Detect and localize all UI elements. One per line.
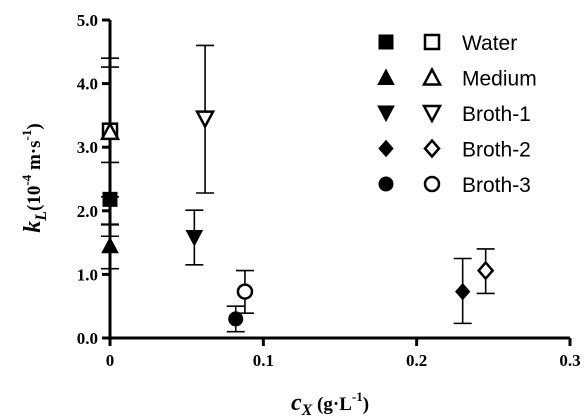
legend-medium-open-marker [421, 66, 443, 86]
data-markers [99, 110, 495, 327]
x-tick-label: 0 [106, 351, 115, 370]
legend-broth-1-filled-marker [377, 105, 395, 123]
legend-medium-filled-marker [377, 68, 395, 85]
water-filled-marker [102, 191, 118, 207]
x-tick-label: 0.1 [253, 351, 274, 370]
y-axis-unit-sup2: -1 [19, 130, 34, 141]
x-tick-label: 0.3 [559, 351, 580, 370]
x-axis-symbol: c [291, 390, 302, 416]
legend-broth-1-open-marker [421, 104, 443, 124]
legend-broth-2-open-marker [423, 138, 441, 159]
y-axis-title: kL(10-4 m·s-1) [19, 123, 50, 232]
legend-broth-3-label: Broth-3 [462, 174, 531, 197]
legend-broth-1-label: Broth-1 [462, 103, 531, 126]
broth-2-filled-marker [455, 282, 471, 301]
x-axis-unit-prefix: (g·L [312, 394, 352, 415]
x-axis-title: cX (g·L-1) [291, 389, 369, 419]
y-tick-label: 1.0 [77, 265, 98, 284]
y-tick-label: 2.0 [77, 202, 98, 221]
broth-3-filled-marker [228, 311, 244, 327]
y-tick-label: 5.0 [77, 11, 98, 30]
x-tick-label: 0.2 [406, 351, 427, 370]
y-axis-unit-sup1: -4 [19, 174, 34, 185]
medium-filled-marker [101, 236, 119, 254]
axes: 0.0 1.0 2.0 3.0 4.0 5.0 0 0.1 0.2 0.3 [77, 11, 581, 370]
broth-2-open-marker [477, 260, 495, 281]
y-axis-unit-prefix: (10 [24, 186, 45, 211]
y-axis-unit-mid: m·s [24, 140, 45, 174]
x-axis-unit-suffix: ) [363, 394, 369, 415]
y-tick-label: 0.0 [77, 329, 98, 348]
y-axis-unit-suffix: ) [24, 123, 45, 129]
legend-medium-label: Medium [462, 68, 537, 91]
legend-water-label: Water [462, 32, 517, 55]
x-axis-unit-sup: -1 [352, 389, 363, 404]
x-axis-subscript: X [301, 402, 313, 419]
legend: Water Medium Broth-1 Broth-2 Broth-3 [377, 32, 537, 197]
legend-broth-3-filled-marker [378, 176, 394, 192]
legend-broth-2-filled-marker [378, 139, 394, 158]
legend-water-filled-marker [378, 34, 394, 50]
broth-3-open-marker [236, 283, 254, 300]
legend-water-open-marker [423, 33, 441, 51]
broth-1-filled-marker [185, 230, 204, 247]
legend-broth-3-open-marker [423, 175, 441, 193]
y-tick-label: 3.0 [77, 138, 98, 157]
y-axis-symbol: k [20, 221, 46, 233]
y-tick-label: 4.0 [77, 75, 98, 94]
medium-open-marker [99, 121, 121, 141]
legend-broth-2-label: Broth-2 [462, 139, 531, 162]
broth-1-open-marker [194, 110, 216, 130]
y-axis-subscript: L [33, 211, 50, 222]
